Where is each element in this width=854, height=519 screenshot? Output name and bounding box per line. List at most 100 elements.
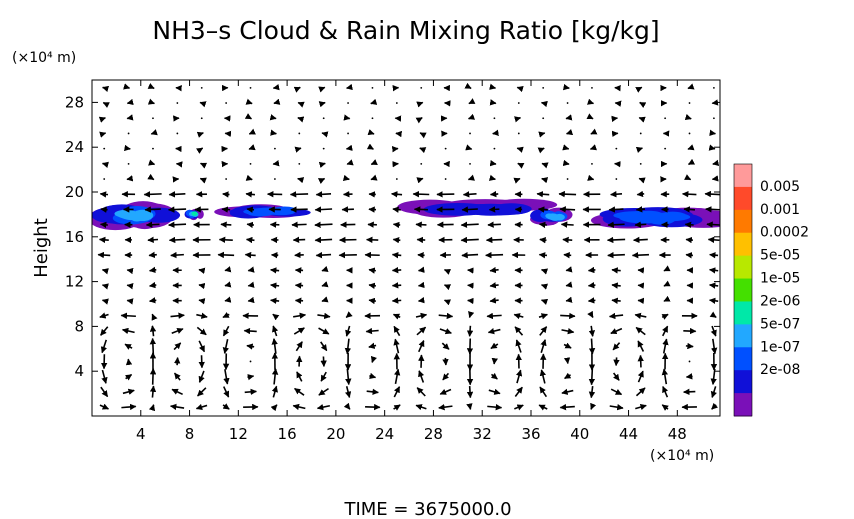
wind-vector	[560, 221, 574, 228]
wind-vector	[493, 117, 496, 120]
wind-vector	[249, 86, 252, 89]
wind-vector	[98, 236, 109, 244]
wind-vector	[296, 371, 303, 382]
wind-vector	[247, 281, 255, 288]
wind-vector	[538, 221, 547, 229]
wind-vector	[317, 312, 331, 320]
wind-vector	[467, 174, 475, 181]
wind-vector	[149, 266, 157, 274]
wind-vector	[661, 313, 669, 320]
wind-vector	[222, 325, 230, 337]
wind-vector	[516, 146, 524, 153]
wind-vector	[631, 251, 650, 259]
wind-vector	[587, 297, 596, 304]
wind-vector	[168, 236, 186, 244]
wind-vector	[345, 311, 353, 319]
wind-vector	[272, 83, 280, 91]
wind-vector	[517, 132, 520, 135]
wind-vector	[246, 221, 254, 229]
x-tick-label: 28	[424, 425, 443, 443]
colorbar-label: 5e-07	[760, 316, 800, 332]
wind-vector	[491, 357, 498, 365]
wind-vector	[415, 116, 423, 124]
wind-vector	[197, 387, 207, 397]
wind-vector	[391, 251, 402, 259]
wind-vector	[103, 178, 106, 180]
wind-vector	[688, 102, 691, 104]
wind-vector	[419, 147, 427, 154]
wind-vector	[460, 236, 479, 244]
wind-vector	[199, 162, 208, 169]
wind-vector	[661, 404, 669, 411]
wind-vector	[418, 370, 425, 383]
cloud-cell	[120, 211, 144, 221]
wind-vector	[587, 281, 596, 289]
wind-vector	[610, 191, 623, 198]
wind-vector	[318, 86, 326, 93]
wind-vector	[393, 404, 401, 411]
wind-vector	[391, 191, 403, 198]
wind-vector	[515, 339, 522, 353]
wind-vector	[681, 190, 697, 198]
wind-vector	[196, 312, 208, 319]
wind-vector	[615, 147, 618, 150]
wind-vector	[685, 236, 693, 244]
wind-vector	[514, 386, 523, 397]
wind-vector	[318, 161, 326, 168]
wind-vector	[247, 374, 255, 381]
wind-vector	[443, 284, 452, 291]
wind-vector	[683, 388, 696, 396]
wind-vector	[99, 221, 108, 229]
wind-vector	[100, 386, 109, 398]
wind-vector	[152, 117, 154, 120]
wind-vector	[245, 236, 255, 244]
wind-vector	[248, 128, 256, 135]
wind-vector	[296, 355, 303, 367]
wind-vector	[196, 131, 204, 138]
wind-vector	[563, 252, 572, 259]
wind-vector	[460, 221, 479, 228]
wind-vector	[612, 372, 620, 381]
wind-vector	[443, 299, 452, 306]
wind-vector	[147, 98, 155, 105]
wind-vector	[292, 403, 306, 411]
wind-vector	[126, 98, 134, 106]
wind-vector	[612, 342, 621, 351]
wind-vector	[200, 117, 203, 120]
wind-vector	[270, 267, 280, 274]
wind-vector	[514, 116, 522, 123]
wind-vector	[488, 388, 501, 395]
wind-vector	[537, 206, 548, 213]
wind-vector	[688, 360, 691, 363]
wind-vector	[461, 251, 479, 259]
wind-vector	[565, 296, 573, 303]
wind-vector	[174, 357, 181, 366]
wind-vector	[710, 386, 717, 398]
wind-vector	[485, 251, 504, 259]
wind-vector	[537, 147, 545, 154]
wind-vector	[145, 221, 160, 228]
wind-vector	[542, 86, 545, 89]
wind-vector	[561, 388, 574, 395]
wind-vector	[149, 385, 157, 398]
wind-vector	[662, 338, 669, 354]
wind-vector	[661, 368, 669, 385]
wind-vector	[343, 114, 351, 121]
colorbar-swatch	[734, 324, 752, 348]
x-tick-label: 12	[229, 425, 248, 443]
wind-vector	[149, 337, 157, 355]
wind-vector	[346, 159, 354, 166]
wind-vector	[345, 325, 352, 337]
wind-vector	[417, 281, 425, 289]
wind-vector	[713, 86, 715, 89]
wind-vector	[272, 313, 280, 321]
wind-vector	[171, 388, 183, 396]
wind-vector	[515, 369, 523, 384]
wind-vector	[371, 117, 374, 120]
wind-vector	[489, 190, 499, 198]
wind-vector	[591, 86, 593, 89]
wind-vector	[120, 312, 136, 319]
wind-vector	[173, 372, 181, 381]
cloud-cell	[191, 211, 198, 216]
